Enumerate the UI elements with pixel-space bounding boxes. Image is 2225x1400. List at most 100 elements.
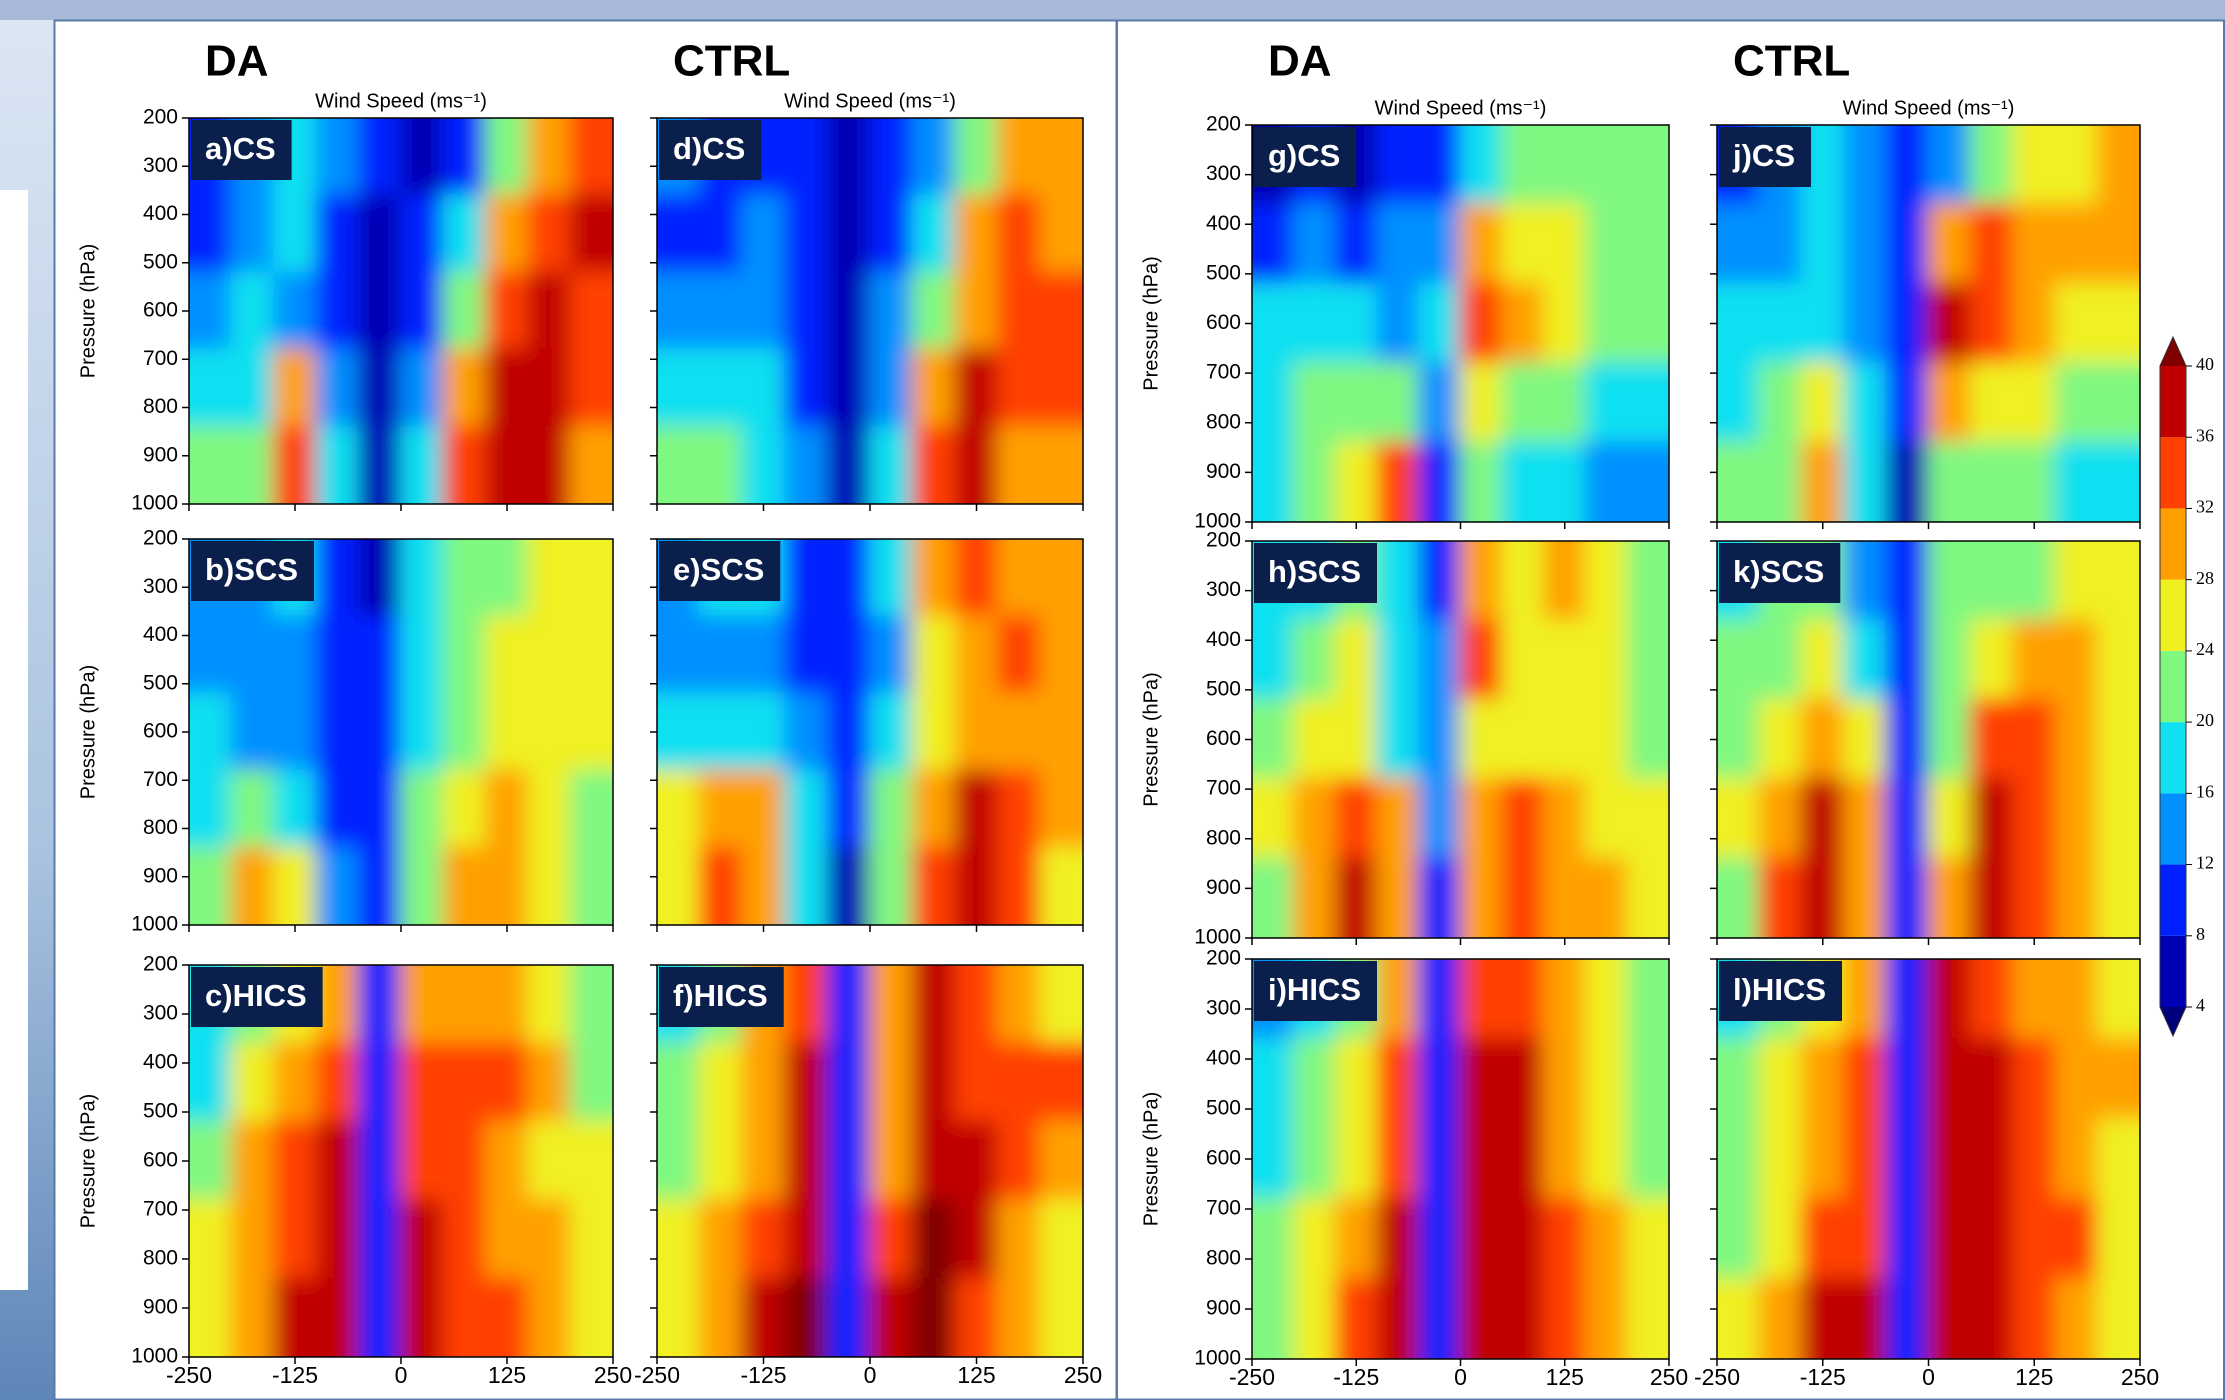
contour-cell bbox=[1542, 698, 1587, 781]
x-axis-title: Wind Speed (ms⁻¹) bbox=[784, 90, 956, 112]
contour-cell bbox=[826, 692, 871, 772]
contour-cell bbox=[1842, 857, 1888, 938]
contour-cell bbox=[1969, 698, 2015, 781]
contour-cell bbox=[996, 769, 1042, 849]
contour-cell bbox=[1039, 348, 1083, 428]
contour-cell bbox=[1717, 1038, 1761, 1120]
y-tick-label: 400 bbox=[1206, 1047, 1241, 1070]
colorbar-segment bbox=[2160, 935, 2186, 1007]
contour-cell bbox=[1927, 441, 1972, 522]
contour-cell bbox=[911, 1277, 957, 1357]
contour-cell bbox=[1252, 441, 1295, 522]
contour-cell bbox=[272, 425, 318, 504]
contour-cell bbox=[189, 348, 233, 428]
contour-field bbox=[1252, 125, 1669, 522]
contour-cell bbox=[2012, 778, 2057, 860]
contour-cell bbox=[2054, 959, 2099, 1040]
contour-cell bbox=[2054, 857, 2099, 938]
contour-cell bbox=[1542, 1118, 1587, 1200]
colorbar-tick-label: 16 bbox=[2196, 781, 2214, 801]
contour-cell bbox=[2054, 203, 2099, 285]
contour-cell bbox=[357, 271, 402, 351]
contour-cell bbox=[911, 271, 957, 351]
contour-cell bbox=[527, 1277, 572, 1357]
contour-cell bbox=[2012, 282, 2057, 365]
contour-cell bbox=[954, 118, 999, 197]
y-tick-label: 1000 bbox=[1194, 1347, 1241, 1370]
contour-cell bbox=[1252, 698, 1295, 781]
contour-cell bbox=[657, 1199, 701, 1280]
contour-cell bbox=[1626, 125, 1669, 206]
contour-cell bbox=[189, 1120, 233, 1202]
contour-cell bbox=[1459, 441, 1504, 522]
contour-cell bbox=[357, 615, 402, 695]
panel-label: g)CS bbox=[1254, 127, 1357, 187]
contour-cell bbox=[1376, 441, 1420, 522]
contour-cell bbox=[1885, 698, 1930, 781]
contour-cell bbox=[1417, 1198, 1462, 1280]
contour-cell bbox=[1885, 959, 1930, 1040]
x-tick-label: -250 bbox=[1694, 1364, 1740, 1390]
contour-cell bbox=[996, 1277, 1042, 1357]
contour-cell bbox=[1417, 778, 1462, 860]
contour-cell bbox=[315, 194, 360, 274]
contour-cell bbox=[1542, 441, 1587, 522]
contour-cell bbox=[1542, 203, 1587, 285]
contour-cell bbox=[1717, 1118, 1761, 1200]
contour-cell bbox=[1501, 125, 1545, 206]
contour-cell bbox=[741, 271, 786, 351]
contour-cell bbox=[1885, 125, 1930, 206]
y-tick-label: 600 bbox=[1206, 311, 1241, 334]
contour-cell bbox=[911, 615, 957, 695]
contour-cell bbox=[1758, 282, 1803, 365]
panel-label-text: h)SCS bbox=[1268, 554, 1361, 589]
contour-cell bbox=[569, 1042, 613, 1123]
colorbar-segment bbox=[2160, 722, 2186, 794]
contour-cell bbox=[996, 348, 1042, 428]
panel-label-text: i)HICS bbox=[1268, 972, 1361, 1007]
contour-cell bbox=[911, 118, 957, 197]
colorbar-tick-label: 24 bbox=[2196, 639, 2214, 659]
contour-cell bbox=[1885, 1198, 1930, 1280]
panel bbox=[189, 118, 613, 504]
colorbar-segment bbox=[2160, 650, 2186, 723]
contour-cell bbox=[2096, 282, 2140, 365]
x-tick-label: 0 bbox=[1922, 1364, 1935, 1390]
contour-cell bbox=[1459, 1198, 1504, 1280]
contour-cell bbox=[2096, 619, 2140, 701]
contour-cell bbox=[2012, 541, 2057, 622]
contour-cell bbox=[954, 348, 999, 428]
contour-cell bbox=[1376, 1278, 1420, 1359]
panel bbox=[657, 118, 1083, 504]
contour-cell bbox=[698, 1042, 744, 1123]
contour-cell bbox=[911, 846, 957, 925]
contour-cell bbox=[1292, 1198, 1337, 1280]
contour-cell bbox=[1252, 857, 1295, 938]
contour-cell bbox=[1969, 203, 2015, 285]
contour-cell bbox=[1800, 1118, 1845, 1200]
contour-cell bbox=[400, 1120, 445, 1202]
panel-label-text: f)HICS bbox=[673, 978, 768, 1013]
contour-cell bbox=[230, 769, 275, 849]
contour-cell bbox=[442, 769, 487, 849]
contour-cell bbox=[527, 615, 572, 695]
contour-cell bbox=[272, 1199, 318, 1280]
contour-cell bbox=[1717, 362, 1761, 444]
contour-cell bbox=[741, 348, 786, 428]
contour-cell bbox=[741, 1199, 786, 1280]
contour-cell bbox=[1626, 959, 1669, 1040]
contour-cell bbox=[996, 194, 1042, 274]
contour-cell bbox=[1842, 541, 1888, 622]
contour-cell bbox=[2012, 698, 2057, 781]
contour-cell bbox=[1417, 959, 1462, 1040]
contour-cell bbox=[698, 1199, 744, 1280]
contour-cell bbox=[315, 118, 360, 197]
contour-cell bbox=[1584, 778, 1629, 860]
contour-cell bbox=[357, 965, 402, 1045]
contour-cell bbox=[442, 1042, 487, 1123]
contour-cell bbox=[1252, 778, 1295, 860]
panel bbox=[189, 539, 613, 925]
contour-cell bbox=[315, 846, 360, 925]
x-tick-label: -250 bbox=[166, 1362, 212, 1388]
contour-cell bbox=[657, 1277, 701, 1357]
